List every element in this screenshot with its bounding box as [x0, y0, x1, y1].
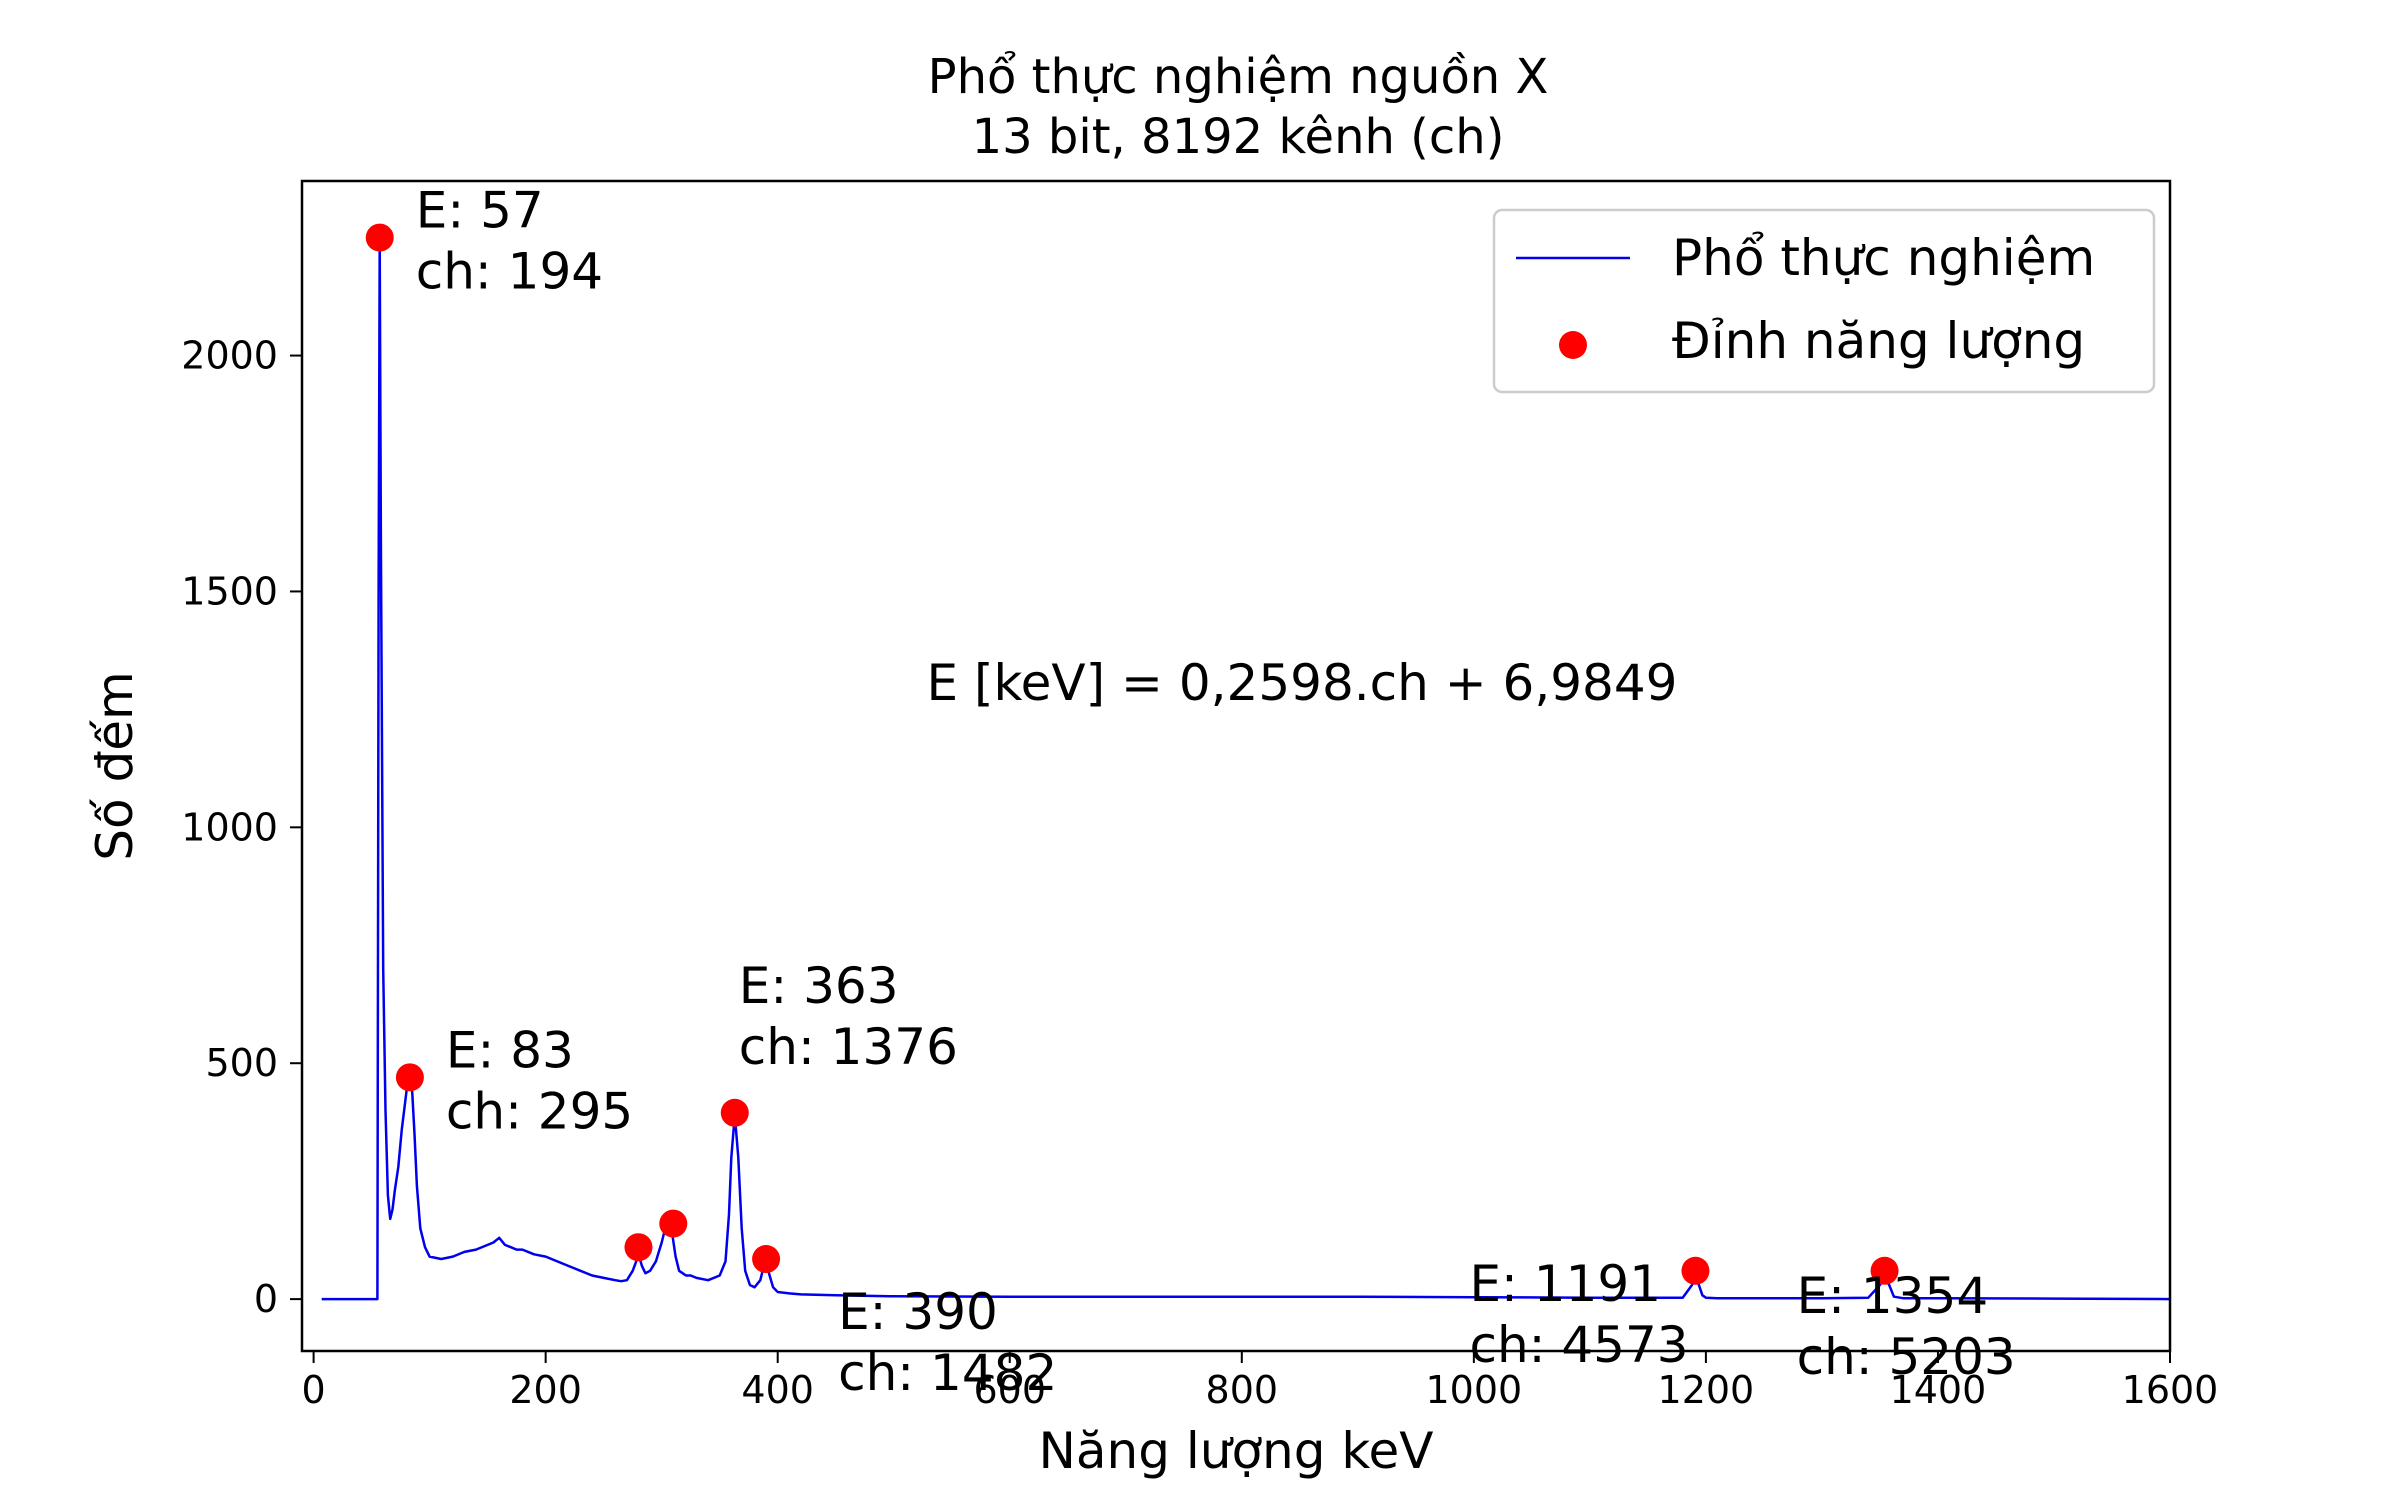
- formula-layer: E [keV] = 0,2598.ch + 6,9849: [927, 654, 1678, 712]
- peak-marker: [624, 1233, 653, 1262]
- x-tick-label: 1600: [2122, 1368, 2219, 1412]
- y-tick-label: 1000: [181, 805, 278, 849]
- y-tick-label: 500: [205, 1041, 278, 1085]
- peak-label-channel: ch: 194: [416, 243, 603, 301]
- legend-box: [1492, 208, 2156, 394]
- peak-label-channel: ch: 295: [446, 1082, 633, 1140]
- y-tick-label: 2000: [181, 334, 278, 378]
- x-tick-label: 400: [741, 1368, 814, 1412]
- legend: Phổ thực nghiệm Đỉnh năng lượng: [1492, 208, 2156, 394]
- peak-label-energy: E: 1191: [1469, 1255, 1661, 1313]
- spectrum-line: [321, 241, 2170, 1301]
- peak-label-channel: ch: 4573: [1469, 1316, 1688, 1374]
- peak-label-energy: E: 1354: [1797, 1267, 1989, 1325]
- chart-subtitle: 13 bit, 8192 kênh (ch): [972, 109, 1505, 165]
- ticks-layer: 0 200 400 600 800 1000 1200 1400 1600 0 500 1000 150…: [181, 334, 2218, 1412]
- peak-label-energy: E: 363: [739, 957, 899, 1015]
- peak-marker: [752, 1245, 781, 1274]
- peak-label-channel: ch: 1376: [739, 1018, 958, 1076]
- legend-label-peaks: Đỉnh năng lượng: [1672, 312, 2085, 370]
- peak-marker: [1870, 1256, 1899, 1285]
- x-axis-label: Năng lượng keV: [1039, 1422, 1434, 1480]
- chart-title: Phổ thực nghiệm nguồn X: [928, 49, 1549, 105]
- y-tick-label: 1500: [181, 569, 278, 613]
- peak-marker: [395, 1063, 424, 1092]
- calibration-formula: E [keV] = 0,2598.ch + 6,9849: [927, 654, 1678, 712]
- peak-label-energy: E: 57: [416, 182, 544, 240]
- x-tick-label: 800: [1206, 1368, 1279, 1412]
- x-tick-label: 1400: [1890, 1368, 1987, 1412]
- peak-marker: [1681, 1256, 1710, 1285]
- y-axis-label: Số đếm: [86, 671, 144, 860]
- x-tick-label: 1200: [1658, 1368, 1755, 1412]
- legend-dot-marker: [1559, 331, 1587, 359]
- peak-label-channel: ch: 1482: [838, 1344, 1057, 1402]
- peak-marker: [365, 223, 394, 252]
- x-tick-label: 1000: [1425, 1368, 1522, 1412]
- x-tick-label: 600: [973, 1368, 1046, 1412]
- peak-label-energy: E: 390: [838, 1283, 998, 1341]
- peak-marker: [720, 1098, 749, 1127]
- peak-label-channel: ch: 5203: [1797, 1328, 2016, 1386]
- plot-frame: [300, 179, 2172, 1353]
- y-tick-label: 0: [254, 1277, 278, 1321]
- x-tick-label: 0: [302, 1368, 326, 1412]
- legend-label-spectrum: Phổ thực nghiệm: [1672, 229, 2095, 287]
- x-tick-label: 200: [509, 1368, 582, 1412]
- peak-label-energy: E: 83: [446, 1021, 574, 1079]
- peak-marker: [659, 1209, 688, 1238]
